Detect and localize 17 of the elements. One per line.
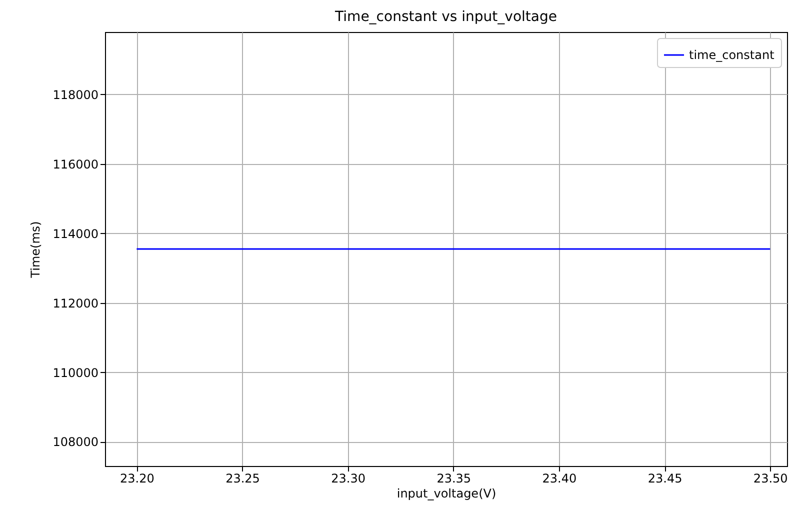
legend-label: time_constant (689, 48, 775, 62)
x-axis-title: input_voltage(V) (396, 486, 496, 500)
chart-title: Time_constant vs input_voltage (334, 9, 557, 25)
x-tick-label: 23.30 (331, 472, 366, 486)
y-tick-label: 110000 (52, 366, 98, 380)
x-tick-label: 23.45 (648, 472, 682, 486)
x-tick-label: 23.25 (226, 472, 260, 486)
y-tick-label: 114000 (52, 226, 98, 241)
y-tick-label: 116000 (52, 157, 98, 172)
y-tick-label: 108000 (52, 435, 98, 450)
x-tick-label: 23.40 (542, 472, 577, 486)
y-tick-label: 112000 (52, 296, 98, 310)
y-tick-label: 118000 (52, 88, 98, 102)
x-tick-label: 23.50 (753, 472, 788, 486)
y-axis-title: Time(ms) (28, 221, 43, 279)
x-tick-label: 23.20 (120, 472, 154, 486)
x-tick-label: 23.35 (436, 472, 472, 486)
